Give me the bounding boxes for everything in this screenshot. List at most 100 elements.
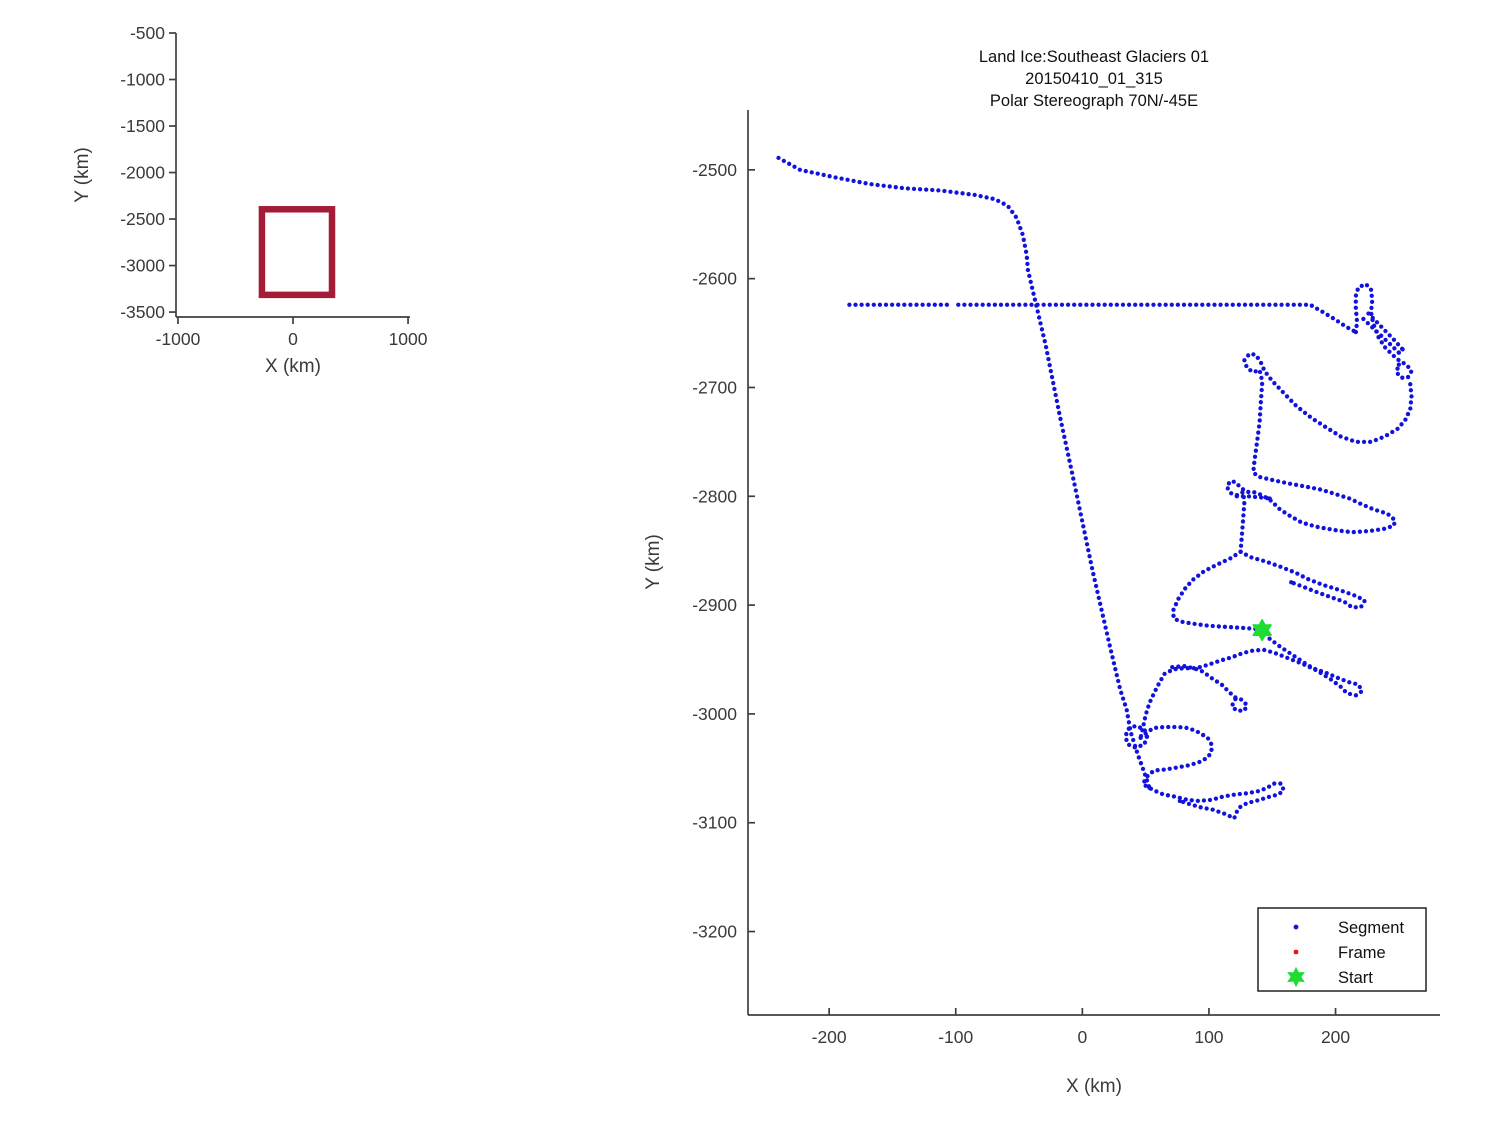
segment-dot [1078, 512, 1083, 517]
segment-dot [1227, 813, 1232, 819]
segment-dot [1403, 417, 1408, 422]
segment-dot [1074, 494, 1080, 499]
segment-dot [1368, 287, 1374, 292]
segment-dot [1248, 368, 1253, 373]
segment-dot [902, 302, 907, 307]
title-line-flight-id: 20150410_01_315 [1025, 70, 1163, 88]
segment-dot [1198, 805, 1203, 810]
segment-dot [1060, 428, 1066, 434]
segment-dot [1191, 761, 1196, 767]
segment-dot [1384, 433, 1390, 438]
segment-dot [1259, 387, 1264, 393]
segment-dot [1253, 369, 1258, 374]
segment-dot [1365, 320, 1370, 326]
segment-dot [1287, 481, 1293, 486]
segment-dot [1222, 811, 1227, 816]
segment-dot [1267, 302, 1272, 307]
segment-dot [1405, 374, 1411, 380]
segment-dot [1296, 660, 1301, 665]
segment-dot [1195, 798, 1200, 804]
segment-dot [1186, 620, 1191, 626]
segment-dot [1327, 527, 1332, 532]
segment-dot [1143, 783, 1148, 788]
segment-dot [1257, 418, 1262, 423]
segment-dot [1016, 220, 1021, 225]
segment-dot [926, 302, 931, 307]
segment-dot [911, 186, 917, 192]
segment-dot [1315, 524, 1320, 530]
segment-dot [1018, 225, 1023, 231]
segment-dot [1047, 302, 1052, 307]
segment-dot [1353, 681, 1358, 686]
segment-dot [1238, 651, 1243, 657]
segment-dot [1395, 426, 1400, 432]
segment-dot [1363, 503, 1368, 509]
segment-dot [1370, 325, 1375, 330]
segment-dot [1103, 625, 1108, 630]
segment-dot [1246, 489, 1251, 495]
segment-dot [1006, 204, 1011, 210]
segment-dot [1229, 491, 1234, 496]
segment-dot [996, 198, 1001, 204]
segment-dot [1236, 302, 1242, 307]
segment-dot [960, 191, 965, 196]
segment-dot [1369, 506, 1374, 511]
segment-dot [875, 182, 880, 188]
segment-dot [1228, 556, 1233, 561]
segment-dot [1220, 657, 1226, 662]
segment-dot [1153, 687, 1158, 693]
segment-dot [1218, 302, 1223, 307]
segment-dot [1256, 424, 1262, 429]
segment-dot [1370, 315, 1375, 321]
segment-dot [1199, 669, 1205, 674]
y-tick-label: -2500 [120, 209, 165, 229]
segment-dot [1171, 613, 1176, 618]
segment-dot [966, 191, 971, 197]
segment-dot [1359, 604, 1364, 609]
segment-dot [1247, 626, 1252, 631]
segment-dot [1032, 297, 1038, 302]
segment-dot [1298, 406, 1303, 412]
segment-dot [1125, 714, 1130, 719]
legend-label-segment: Segment [1338, 919, 1404, 937]
segment-dot [1159, 791, 1165, 797]
segment-dot [1134, 749, 1140, 754]
segment-dot [1249, 790, 1255, 795]
overview-y-axis-label: Y (km) [72, 147, 93, 203]
segment-dot [1053, 302, 1059, 307]
segment-dot [1124, 708, 1129, 713]
legend-border [1257, 907, 1427, 992]
x-tick-label: 200 [1321, 1027, 1350, 1047]
segment-dot [1240, 490, 1245, 495]
segment-dot [1303, 302, 1309, 307]
segment-dot [1201, 798, 1207, 803]
segment-dot [1196, 573, 1201, 578]
segment-dot [942, 188, 947, 194]
segment-dot [1287, 650, 1292, 656]
segment-dot [1200, 569, 1206, 575]
segment-dot [1373, 437, 1379, 443]
segment-dot [1092, 577, 1097, 583]
segment-dot [1104, 631, 1110, 636]
segment-dot [1293, 403, 1298, 408]
segment-dot [1289, 580, 1294, 585]
segment-dot [1321, 525, 1326, 531]
segment-dot [1347, 691, 1353, 697]
segment-dot [1395, 366, 1400, 371]
segment-dot [1243, 552, 1249, 557]
main-plot-title: Land Ice:Southeast Glaciers 01 20150410_… [979, 48, 1209, 110]
segment-dot [1353, 329, 1358, 335]
segment-dot [968, 302, 973, 307]
segment-dot [1142, 716, 1148, 721]
segment-dot [1280, 389, 1285, 395]
segment-dot [1145, 302, 1150, 307]
segment-dot [1231, 479, 1236, 484]
segment-dot [1357, 529, 1363, 534]
segment-dot [1025, 261, 1030, 267]
segment-dot [1077, 506, 1082, 511]
segment-dot [1177, 795, 1182, 801]
segment-dot [1266, 784, 1272, 789]
segment-dot [1102, 302, 1107, 307]
segment-dot [1113, 667, 1118, 672]
segment-dot [1084, 302, 1089, 307]
